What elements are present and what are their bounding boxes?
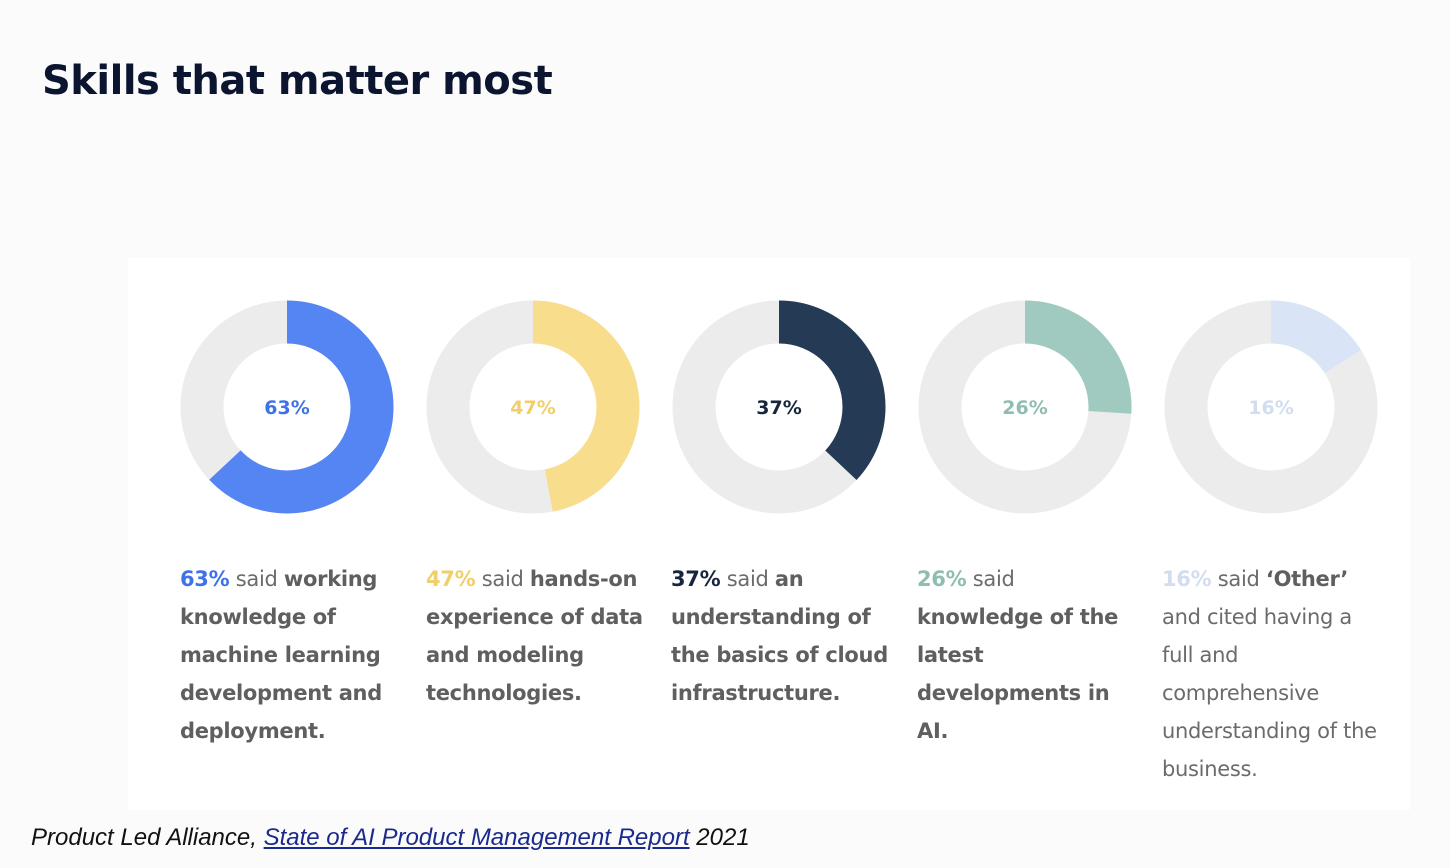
donut-value-label: 37%: [756, 397, 801, 419]
caption: 26% said knowledge of the latest develop…: [917, 560, 1137, 750]
donut-value-label: 26%: [1002, 397, 1047, 419]
donut-chart: 26%: [918, 300, 1132, 514]
donut-svg: 16%: [1164, 300, 1378, 514]
caption-skill: knowledge of the latest developments in …: [917, 605, 1119, 743]
donut-chart: 47%: [426, 300, 640, 514]
caption-skill: working knowledge of machine learning de…: [180, 567, 382, 743]
caption-skill: hands-on experience of data and modeling…: [426, 567, 643, 705]
caption-percent: 16%: [1162, 567, 1212, 591]
donut-chart: 63%: [180, 300, 394, 514]
caption-text: said: [475, 567, 530, 591]
caption-percent: 26%: [917, 567, 967, 591]
caption-text: said: [720, 567, 775, 591]
donut-value-label: 63%: [264, 397, 309, 419]
donut-value-label: 16%: [1248, 397, 1293, 419]
caption: 63% said working knowledge of machine le…: [180, 560, 400, 750]
donut-chart: 37%: [672, 300, 886, 514]
caption-percent: 63%: [180, 567, 230, 591]
caption-text: and cited having a full and comprehensiv…: [1162, 605, 1377, 781]
donut-svg: 37%: [672, 300, 886, 514]
donut-chart: 16%: [1164, 300, 1378, 514]
caption: 16% said ‘Other’ and cited having a full…: [1162, 560, 1382, 788]
report-link[interactable]: State of AI Product Management Report: [263, 824, 690, 851]
caption-percent: 47%: [426, 567, 476, 591]
caption-text: said: [1211, 567, 1266, 591]
donut-svg: 47%: [426, 300, 640, 514]
source-citation: Product Led Alliance, State of AI Produc…: [31, 824, 750, 852]
donut-slice: [672, 300, 886, 514]
donut-value-label: 47%: [510, 397, 555, 419]
caption: 37% said an understanding of the basics …: [671, 560, 891, 712]
donut-slice: [180, 300, 394, 514]
caption-skill: an understanding of the basics of cloud …: [671, 567, 888, 705]
caption-skill: ‘Other’: [1265, 567, 1349, 591]
page-title: Skills that matter most: [42, 58, 553, 104]
donut-slice: [1164, 300, 1378, 514]
donut-svg: 63%: [180, 300, 394, 514]
donut-svg: 26%: [918, 300, 1132, 514]
citation-prefix: Product Led Alliance,: [31, 824, 264, 851]
citation-suffix: 2021: [689, 824, 750, 851]
donut-slice: [918, 300, 1132, 514]
caption: 47% said hands-on experience of data and…: [426, 560, 646, 712]
caption-percent: 37%: [671, 567, 721, 591]
donut-slice: [426, 300, 640, 514]
caption-text: said: [966, 567, 1015, 591]
caption-text: said: [229, 567, 284, 591]
